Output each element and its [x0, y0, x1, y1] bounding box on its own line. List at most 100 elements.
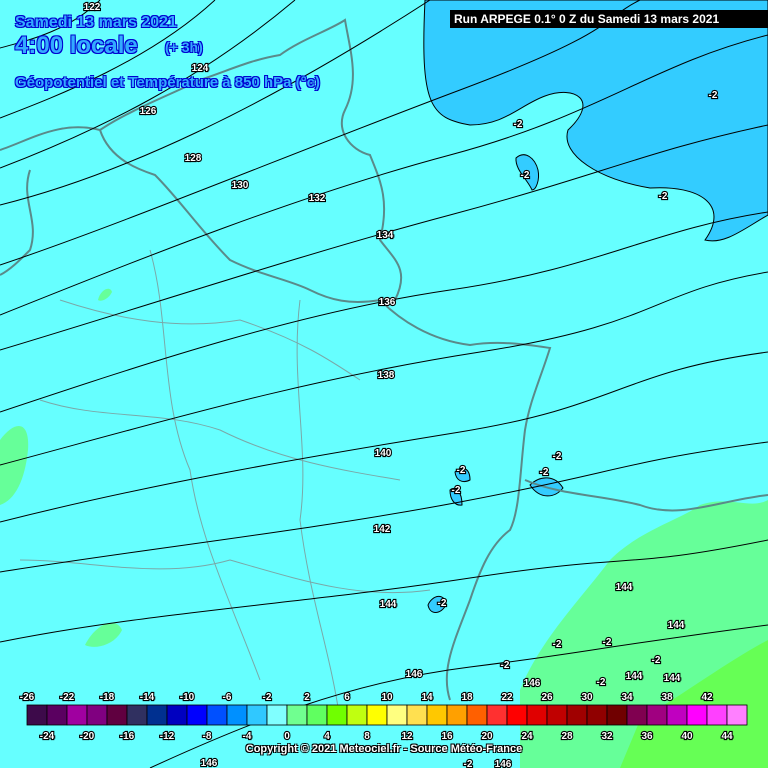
parameter-title: Géopotentiel et Température à 850 hPa (°…	[15, 74, 320, 91]
legend-label-top: -18	[100, 692, 115, 703]
isoline-label: 126	[140, 106, 157, 117]
legend-label-bottom: 44	[721, 731, 733, 742]
temperature-label: -2	[652, 655, 661, 666]
legend-swatch	[326, 704, 348, 726]
legend-label-bottom: 24	[521, 731, 533, 742]
legend-label-top: -14	[140, 692, 155, 703]
legend-label-bottom: 32	[601, 731, 613, 742]
legend-swatch	[386, 704, 408, 726]
legend-swatch	[626, 704, 648, 726]
run-info-bar: Run ARPEGE 0.1° 0 Z du Samedi 13 mars 20…	[450, 10, 768, 28]
forecast-offset: (+ 3h)	[165, 39, 203, 55]
temperature-label: -2	[553, 451, 562, 462]
cold-area-blob	[515, 154, 539, 191]
temperature-label: -2	[597, 677, 606, 688]
legend-label-top: -10	[180, 692, 195, 703]
isoline-label: 144	[664, 673, 681, 684]
legend-label-bottom: -4	[243, 731, 252, 742]
legend-label-top: -6	[223, 692, 232, 703]
legend-label-bottom: 12	[401, 731, 413, 742]
legend-label-top: 22	[501, 692, 513, 703]
legend-label-top: 14	[421, 692, 433, 703]
isoline-label: 146	[201, 758, 218, 768]
legend-swatch	[706, 704, 728, 726]
isoline-label: 146	[406, 669, 423, 680]
isoline-label: 144	[668, 620, 685, 631]
legend-label-top: 18	[461, 692, 473, 703]
temperature-label: -2	[438, 598, 447, 609]
temperature-label: -2	[709, 90, 718, 101]
legend-swatch	[686, 704, 708, 726]
legend-swatch	[146, 704, 168, 726]
legend-swatch	[186, 704, 208, 726]
legend-label-top: 34	[621, 692, 633, 703]
legend-label-top: 26	[541, 692, 553, 703]
legend-swatch	[506, 704, 528, 726]
warm-area-small	[98, 288, 112, 301]
legend-label-top: -2	[263, 692, 272, 703]
legend-label-bottom: 40	[681, 731, 693, 742]
legend-swatch	[26, 704, 48, 726]
temperature-label: -2	[464, 759, 473, 768]
legend-swatch	[726, 704, 748, 726]
temperature-label: -2	[521, 170, 530, 181]
isoline-label: 138	[378, 370, 395, 381]
cold-area-se3	[427, 595, 447, 613]
legend-swatch	[226, 704, 248, 726]
legend-swatch	[646, 704, 668, 726]
legend-label-top: -26	[20, 692, 35, 703]
country-borders	[0, 18, 768, 701]
legend-swatch	[426, 704, 448, 726]
isoline-label: 134	[377, 230, 394, 241]
temperature-label: -2	[501, 660, 510, 671]
temperature-label: -2	[452, 485, 461, 496]
warm-area-west	[0, 426, 29, 505]
isoline-label: 144	[380, 599, 397, 610]
legend-swatch	[366, 704, 388, 726]
legend-label-top: 6	[344, 692, 350, 703]
isoline-label: 146	[524, 678, 541, 689]
legend-label-bottom: 36	[641, 731, 653, 742]
temperature-labels: -2 -2 -2 -2 -2 -2 -2 -2 -2 -2 -2 -2 -2 -…	[436, 89, 719, 768]
legend-swatch	[446, 704, 468, 726]
legend-swatch	[66, 704, 88, 726]
run-info: Run ARPEGE 0.1° 0 Z du Samedi 13 mars 20…	[454, 12, 720, 26]
temperature-label: -2	[514, 119, 523, 130]
legend-swatch	[286, 704, 308, 726]
legend-label-bottom: -24	[40, 731, 55, 742]
temperature-label: -2	[659, 191, 668, 202]
legend-label-top: 2	[304, 692, 310, 703]
temperature-label: -2	[457, 465, 466, 476]
isoline-label: 124	[192, 63, 209, 74]
cold-area-se2	[449, 487, 463, 506]
legend-swatch	[406, 704, 428, 726]
legend-swatch	[486, 704, 508, 726]
forecast-time: 4:00 locale	[15, 32, 138, 59]
legend-label-top: 42	[701, 692, 713, 703]
isoline-label: 144	[626, 671, 643, 682]
geopotential-labels: 122 124 126 128 130 132 134 136 138 140 …	[83, 1, 686, 768]
legend-swatch	[666, 704, 688, 726]
legend-label-top: 30	[581, 692, 593, 703]
legend-label-top: -22	[60, 692, 75, 703]
isoline-label: 144	[616, 582, 633, 593]
temperature-label: -2	[603, 637, 612, 648]
legend-label-bottom: 20	[481, 731, 493, 742]
legend-swatch	[346, 704, 368, 726]
isoline-label: 146	[495, 759, 512, 768]
isoline-label: 140	[375, 448, 392, 459]
legend-swatch	[546, 704, 568, 726]
isoline-label: 136	[379, 297, 396, 308]
warmer-area-southeast	[620, 640, 768, 768]
legend-label-bottom: -12	[160, 731, 175, 742]
copyright: Copyright © 2021 Meteociel.fr - Source M…	[245, 743, 523, 755]
legend-label-bottom: 0	[284, 731, 290, 742]
legend-label-bottom: -16	[120, 731, 135, 742]
legend-swatch	[526, 704, 548, 726]
isoline-label: 128	[185, 153, 202, 164]
legend-label-bottom: -20	[80, 731, 95, 742]
legend-swatch	[206, 704, 228, 726]
cold-areas	[423, 0, 768, 649]
legend-swatch	[586, 704, 608, 726]
